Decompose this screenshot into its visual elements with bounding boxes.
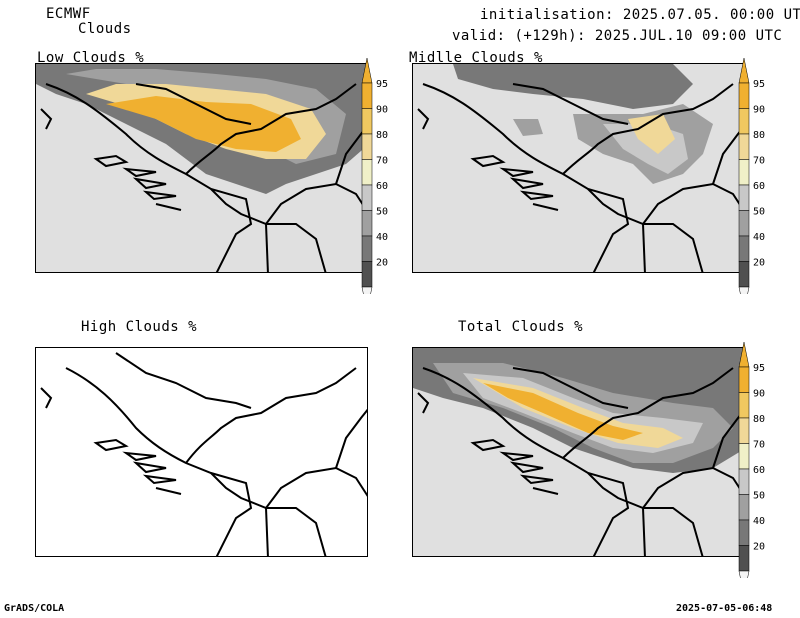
colorbar-label: 50 — [753, 491, 765, 502]
border-lines — [40, 352, 367, 556]
initialisation-time: initialisation: 2025.07.05. 00:00 UTC — [480, 7, 800, 23]
colorbar-svg: 95 90 80 70 60 50 40 20 — [361, 58, 388, 294]
colorbar-top-arrow — [361, 58, 373, 84]
colorbar-label: 80 — [753, 414, 765, 425]
colorbar-segment — [361, 184, 373, 211]
colorbar-segment — [738, 417, 750, 444]
high-clouds-map — [35, 347, 368, 557]
footer-software: GrADS/COLA — [4, 603, 65, 614]
colorbar-segment — [361, 159, 373, 186]
colorbar-label: 70 — [376, 156, 388, 167]
colorbar-segment — [738, 366, 750, 393]
colorbar-segment — [738, 133, 750, 160]
low-clouds-colorbar: 95 90 80 70 60 50 40 20 — [361, 58, 401, 294]
colorbar-bottom-arrow — [738, 286, 750, 294]
colorbar-segment — [361, 133, 373, 160]
colorbar-label: 60 — [376, 181, 388, 192]
colorbar-label: 60 — [753, 465, 765, 476]
colorbar-label: 95 — [753, 79, 765, 90]
middle-clouds-title: Midlle Clouds % — [409, 50, 543, 66]
low-clouds-title: Low Clouds % — [37, 50, 145, 66]
colorbar-label: 90 — [376, 105, 388, 116]
colorbar-label: 70 — [753, 156, 765, 167]
colorbar-label: 80 — [376, 130, 388, 141]
colorbar-top-arrow — [738, 58, 750, 84]
colorbar-segment — [361, 108, 373, 135]
colorbar-segment — [738, 82, 750, 109]
colorbar-segment — [738, 261, 750, 288]
colorbar-label: 40 — [753, 516, 765, 527]
colorbar-segment — [361, 210, 373, 237]
colorbar-label: 20 — [376, 258, 388, 269]
colorbar-segment — [738, 545, 750, 572]
total-clouds-colorbar: 95 90 80 70 60 50 40 20 — [738, 342, 778, 578]
border-lines — [417, 83, 744, 272]
colorbar-segment — [361, 261, 373, 288]
footer-timestamp: 2025-07-05-06:48 — [676, 603, 773, 614]
colorbar-segment — [738, 443, 750, 470]
colorbar-bottom-arrow — [361, 286, 373, 294]
total-clouds-map — [412, 347, 745, 557]
colorbar-segment — [361, 82, 373, 109]
middle-clouds-map — [412, 63, 745, 273]
product-name: Clouds — [78, 21, 132, 37]
low-clouds-map — [35, 63, 368, 273]
colorbar-label: 90 — [753, 105, 765, 116]
colorbar-label: 50 — [376, 207, 388, 218]
total-clouds-title: Total Clouds % — [458, 319, 584, 335]
colorbar-segment — [738, 159, 750, 186]
colorbar-label: 40 — [753, 232, 765, 243]
colorbar-segment — [738, 235, 750, 262]
colorbar-label: 40 — [376, 232, 388, 243]
high-clouds-title: High Clouds % — [81, 319, 198, 335]
colorbar-label: 95 — [753, 363, 765, 374]
colorbar-bottom-arrow — [738, 570, 750, 578]
colorbar-segment — [738, 468, 750, 495]
colorbar-label: 60 — [753, 181, 765, 192]
border-lines — [40, 83, 367, 272]
colorbar-label: 90 — [753, 389, 765, 400]
colorbar-segment — [738, 108, 750, 135]
colorbar-segment — [738, 392, 750, 419]
colorbar-segment — [361, 235, 373, 262]
colorbar-label: 20 — [753, 542, 765, 553]
colorbar-label: 80 — [753, 130, 765, 141]
colorbar-svg: 95 90 80 70 60 50 40 20 — [738, 58, 765, 294]
colorbar-top-arrow — [738, 342, 750, 368]
colorbar-label: 70 — [753, 440, 765, 451]
colorbar-segment — [738, 184, 750, 211]
border-lines — [417, 367, 744, 556]
colorbar-label: 20 — [753, 258, 765, 269]
colorbar-segment — [738, 494, 750, 521]
model-name: ECMWF — [46, 6, 91, 22]
colorbar-svg: 95 90 80 70 60 50 40 20 — [738, 342, 765, 578]
colorbar-label: 50 — [753, 207, 765, 218]
colorbar-segment — [738, 519, 750, 546]
colorbar-segment — [738, 210, 750, 237]
colorbar-label: 95 — [376, 79, 388, 90]
middle-clouds-colorbar: 95 90 80 70 60 50 40 20 — [738, 58, 778, 294]
valid-time: valid: (+129h): 2025.JUL.10 09:00 UTC — [452, 28, 783, 44]
